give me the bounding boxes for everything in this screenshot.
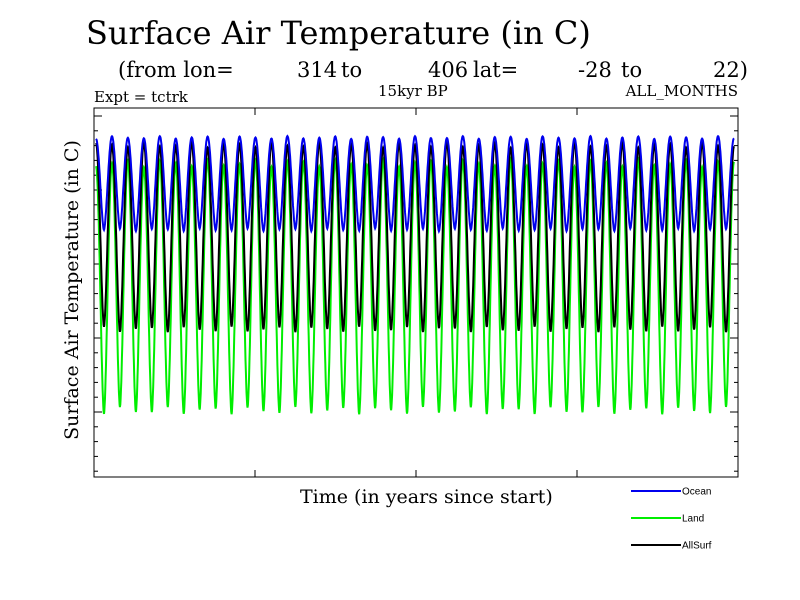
- lon-start: 314: [297, 58, 338, 82]
- series-line-land: [95, 156, 735, 415]
- lat-start: -28: [578, 58, 612, 82]
- legend-label-allsurf: AllSurf: [682, 541, 712, 552]
- plot-frame: [93, 107, 739, 478]
- legend-label-land: Land: [682, 514, 704, 525]
- series-line-allsurf: [95, 139, 735, 333]
- lon-end: 406: [428, 58, 469, 82]
- experiment-label: Expt = tctrk: [94, 88, 188, 106]
- lon-to: to: [341, 58, 363, 82]
- legend: Ocean Land AllSurf: [631, 487, 712, 552]
- x-axis-label: Time (in years since start): [300, 486, 553, 508]
- legend-label-ocean: Ocean: [682, 487, 711, 498]
- period-label: 15kyr BP: [378, 82, 448, 100]
- chart-title: Surface Air Temperature (in C): [86, 14, 591, 52]
- lat-label: lat=: [473, 58, 519, 82]
- lat-to: to: [621, 58, 643, 82]
- series-layer: [95, 134, 735, 415]
- subtitle-prefix: (from lon=: [118, 58, 234, 82]
- lat-end: 22): [713, 58, 748, 82]
- series-line-ocean: [95, 134, 735, 234]
- months-label: ALL_MONTHS: [625, 82, 738, 100]
